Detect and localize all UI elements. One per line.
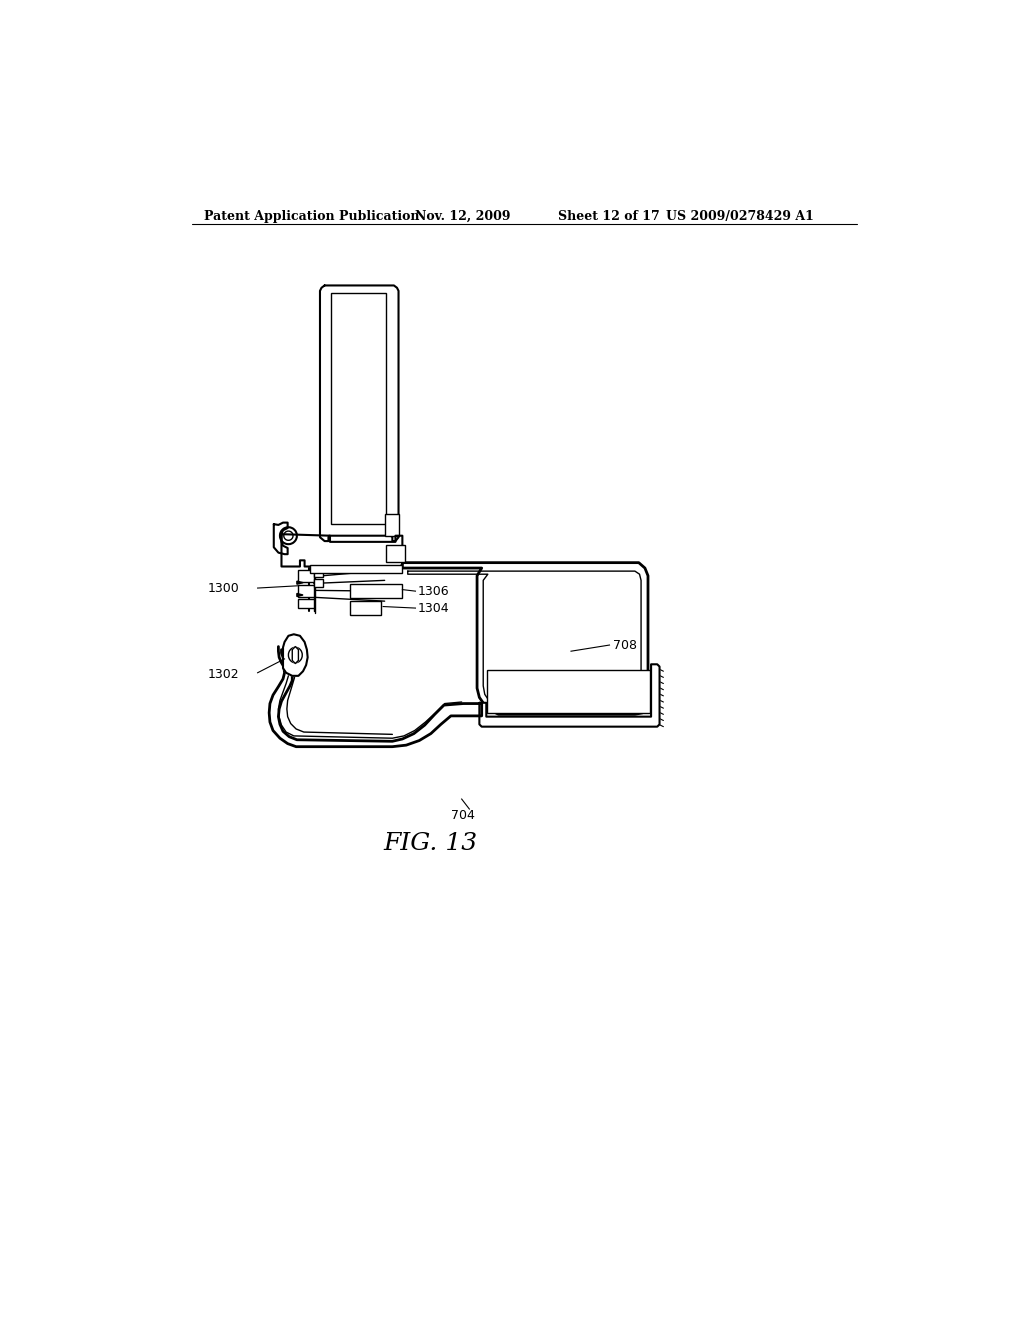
Polygon shape: [297, 581, 303, 585]
Text: 1302: 1302: [208, 668, 240, 681]
Bar: [331, 293, 386, 524]
Polygon shape: [479, 664, 659, 726]
Bar: [350, 601, 381, 615]
Bar: [313, 569, 323, 577]
Bar: [310, 565, 402, 573]
Polygon shape: [273, 523, 288, 554]
Text: Patent Application Publication: Patent Application Publication: [204, 210, 419, 223]
Bar: [386, 545, 404, 562]
Text: Sheet 12 of 17: Sheet 12 of 17: [558, 210, 659, 223]
Bar: [298, 599, 313, 609]
Polygon shape: [319, 285, 398, 541]
Bar: [487, 671, 650, 713]
Polygon shape: [283, 635, 307, 676]
Text: 704: 704: [452, 809, 475, 822]
Text: 1304: 1304: [418, 602, 450, 615]
Text: 1300: 1300: [208, 582, 240, 594]
Text: 708: 708: [612, 639, 637, 652]
Bar: [313, 578, 323, 586]
Polygon shape: [402, 562, 648, 714]
Text: US 2009/0278429 A1: US 2009/0278429 A1: [666, 210, 814, 223]
Text: FIG. 13: FIG. 13: [384, 832, 478, 855]
Polygon shape: [282, 535, 402, 566]
Polygon shape: [292, 647, 298, 664]
Bar: [298, 570, 313, 582]
Polygon shape: [297, 594, 303, 597]
Bar: [350, 585, 402, 598]
Bar: [298, 585, 313, 597]
Bar: [385, 515, 398, 536]
Text: 1306: 1306: [418, 585, 450, 598]
Text: Nov. 12, 2009: Nov. 12, 2009: [416, 210, 511, 223]
